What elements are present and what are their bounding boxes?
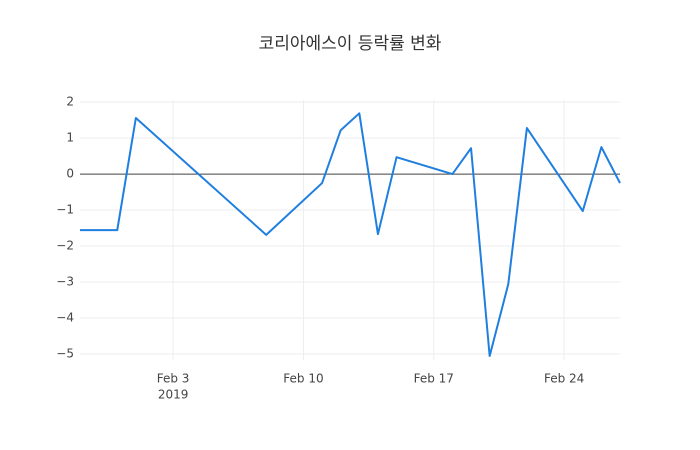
x-tick-label: Feb 10 <box>283 372 323 386</box>
y-tick-label: −5 <box>56 346 74 360</box>
x-tick-year: 2019 <box>158 388 189 402</box>
y-tick-label: −4 <box>56 310 74 324</box>
y-tick-label: −2 <box>56 239 74 253</box>
chart-title: 코리아에스이 등락률 변화 <box>259 34 442 54</box>
x-tick-label: Feb 24 <box>544 372 584 386</box>
x-tick-label: Feb 3 <box>157 372 190 386</box>
y-tick-label: −1 <box>56 203 74 217</box>
y-tick-label: 2 <box>66 95 74 109</box>
y-tick-label: −3 <box>56 274 74 288</box>
line-series <box>80 112 621 358</box>
x-tick-label: Feb 17 <box>414 372 454 386</box>
y-tick-label: 0 <box>66 167 74 181</box>
y-tick-label: 1 <box>66 131 74 145</box>
